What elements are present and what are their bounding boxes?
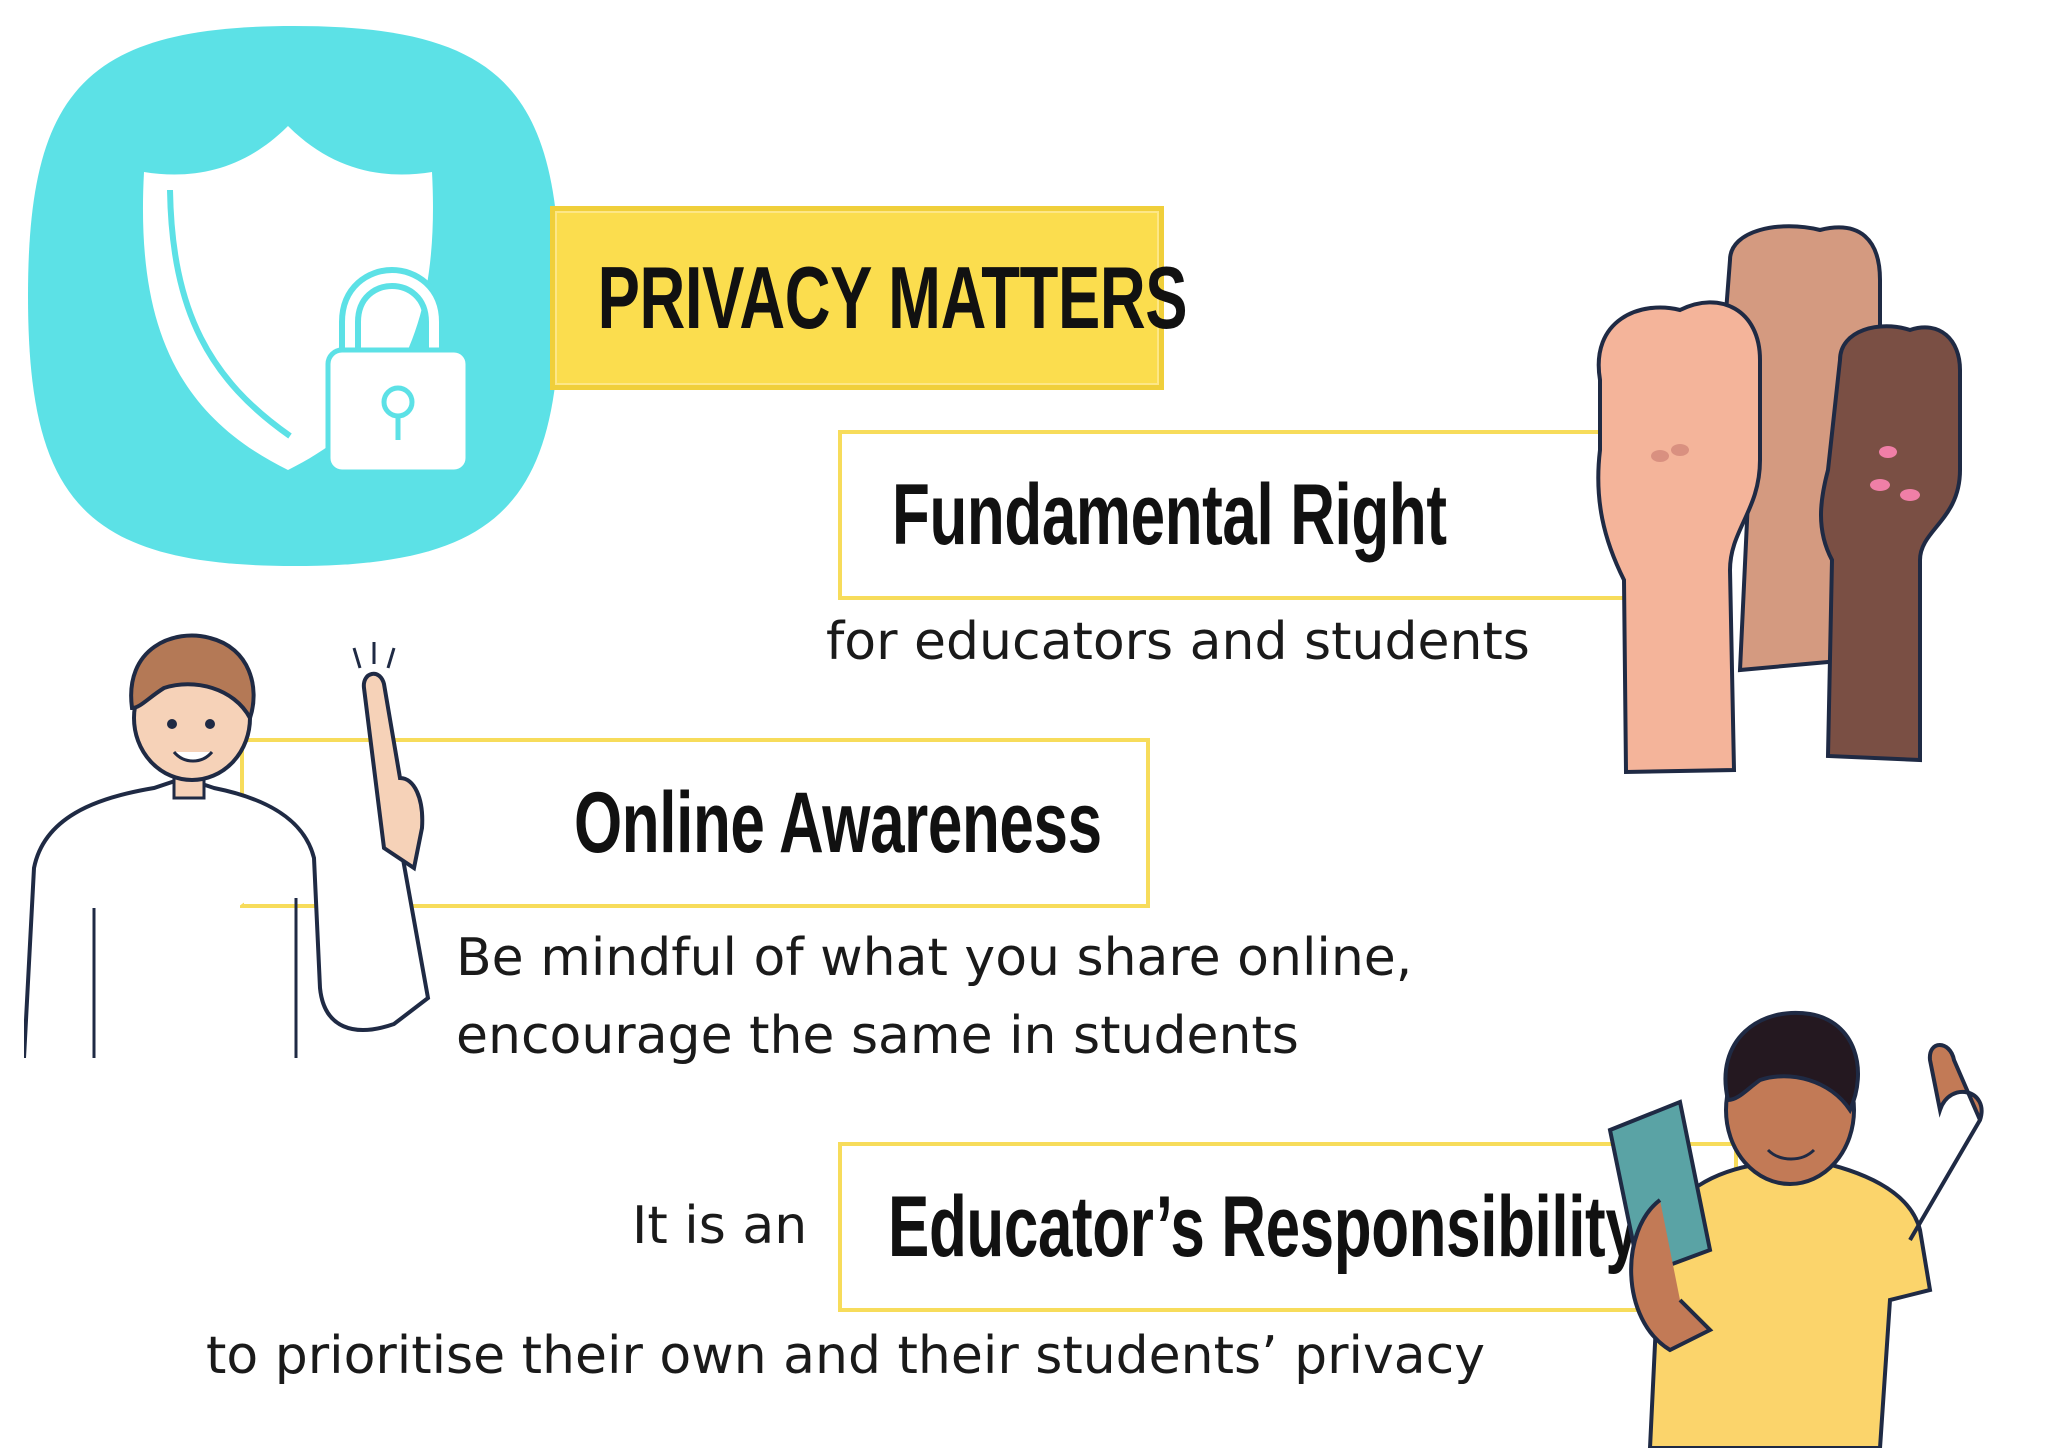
responsibility-heading: Educator’s Responsibility [888,1178,1640,1275]
page-title: PRIVACY MATTERS [597,248,1187,347]
title-banner: PRIVACY MATTERS [550,206,1187,390]
fundamental-right-caption: for educators and students [826,612,1530,672]
online-awareness-heading: Online Awareness [574,774,1102,871]
responsibility-box: Educator’s Responsibility [838,1142,1738,1312]
fundamental-right-heading: Fundamental Right [892,466,1447,563]
shield-lock-icon [24,22,564,570]
raised-fists-illustration [1580,200,2020,780]
online-awareness-caption-line1: Be mindful of what you share online, [456,928,1413,988]
teacher-with-book-illustration [1510,1000,2030,1450]
man-pointing-illustration [22,628,444,1059]
fundamental-right-box: Fundamental Right [838,430,1658,600]
responsibility-caption: to prioritise their own and their studen… [206,1326,1486,1386]
responsibility-prefix: It is an [632,1196,808,1256]
online-awareness-caption-line2: encourage the same in students [456,1006,1299,1066]
